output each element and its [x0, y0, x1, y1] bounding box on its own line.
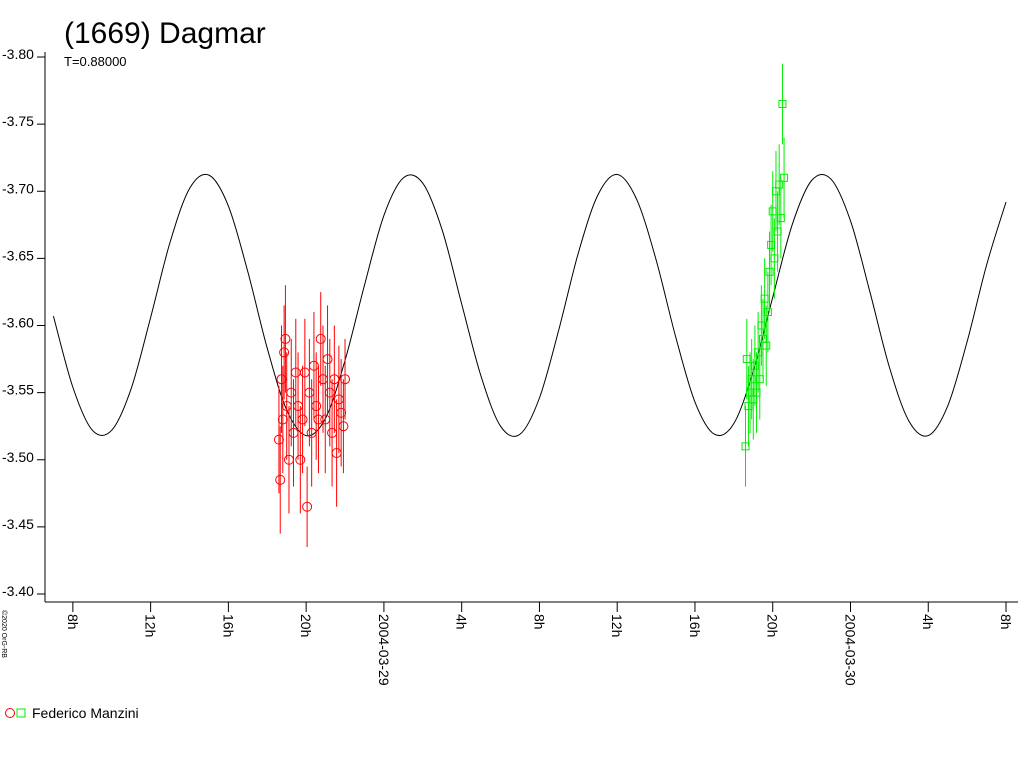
x-tick-label: 2004-03-29 — [376, 614, 392, 686]
data-point — [747, 375, 756, 384]
legend-marker — [16, 708, 26, 718]
data-point — [778, 99, 787, 108]
data-point — [750, 361, 759, 370]
data-point — [331, 448, 342, 459]
legend-marker — [5, 708, 15, 718]
y-tick-label: -3.60 — [2, 315, 34, 331]
data-point — [327, 427, 338, 438]
data-point — [775, 180, 784, 189]
y-tick-label: -3.65 — [2, 247, 34, 263]
data-point — [757, 321, 766, 330]
data-point — [299, 367, 310, 378]
data-point — [308, 360, 319, 371]
data-point — [283, 454, 294, 465]
data-point — [755, 375, 764, 384]
data-point — [765, 267, 774, 276]
data-point — [763, 308, 772, 317]
data-point — [742, 355, 751, 364]
data-point — [311, 401, 322, 412]
data-point — [273, 434, 284, 445]
x-tick-label: 8h — [531, 614, 547, 630]
x-tick-label: 16h — [687, 614, 703, 637]
x-tick-label: 20h — [765, 614, 781, 637]
data-point — [773, 227, 782, 236]
data-point — [295, 454, 306, 465]
data-point — [760, 294, 769, 303]
data-point — [780, 173, 789, 182]
data-point — [313, 414, 324, 425]
x-tick-label: 2004-03-30 — [842, 614, 858, 686]
y-tick-label: -3.55 — [2, 382, 34, 398]
data-point — [338, 421, 349, 432]
x-tick-label: 8h — [65, 614, 81, 630]
y-tick-label: -3.45 — [2, 516, 34, 532]
data-point — [281, 401, 292, 412]
data-point — [762, 341, 771, 350]
chart-title: (1669) Dagmar — [64, 17, 266, 50]
x-tick-label: 12h — [609, 614, 625, 637]
x-tick-label: 12h — [143, 614, 159, 637]
x-tick-label: 4h — [454, 614, 470, 630]
data-point — [304, 387, 315, 398]
data-point — [776, 214, 785, 223]
data-point — [297, 414, 308, 425]
data-point — [315, 333, 326, 344]
data-point — [336, 407, 347, 418]
x-tick-label: 4h — [920, 614, 936, 630]
subtitle: T=0.88000 — [64, 54, 127, 69]
data-point — [754, 348, 763, 357]
data-point — [275, 474, 286, 485]
data-point — [770, 254, 779, 263]
data-point — [324, 387, 335, 398]
data-point — [302, 501, 313, 512]
y-tick-label: -3.80 — [2, 46, 34, 62]
data-point — [741, 442, 750, 451]
data-point — [320, 414, 331, 425]
data-point — [280, 333, 291, 344]
data-point — [279, 347, 290, 358]
data-point — [767, 240, 776, 249]
data-point — [286, 387, 297, 398]
legend-label: Federico Manzini — [32, 705, 139, 721]
x-tick-label: 16h — [220, 614, 236, 637]
data-point — [744, 402, 753, 411]
data-point — [288, 427, 299, 438]
data-point — [277, 414, 288, 425]
data-point — [329, 374, 340, 385]
data-point — [306, 427, 317, 438]
x-tick-label: 20h — [298, 614, 314, 637]
y-tick-label: -3.50 — [2, 449, 34, 465]
x-tick-label: 8h — [998, 614, 1014, 630]
data-point — [340, 374, 351, 385]
data-point — [333, 394, 344, 405]
data-point — [752, 388, 761, 397]
data-point — [293, 401, 304, 412]
credit: ©2020 OrG-RB — [0, 610, 8, 658]
y-tick-label: -3.70 — [2, 180, 34, 196]
y-tick-label: -3.75 — [2, 113, 34, 129]
model-curve — [52, 173, 1007, 437]
data-point — [768, 207, 777, 216]
data-point — [322, 354, 333, 365]
data-point — [318, 374, 328, 385]
data-point — [276, 374, 287, 385]
y-tick-label: -3.40 — [2, 583, 34, 599]
